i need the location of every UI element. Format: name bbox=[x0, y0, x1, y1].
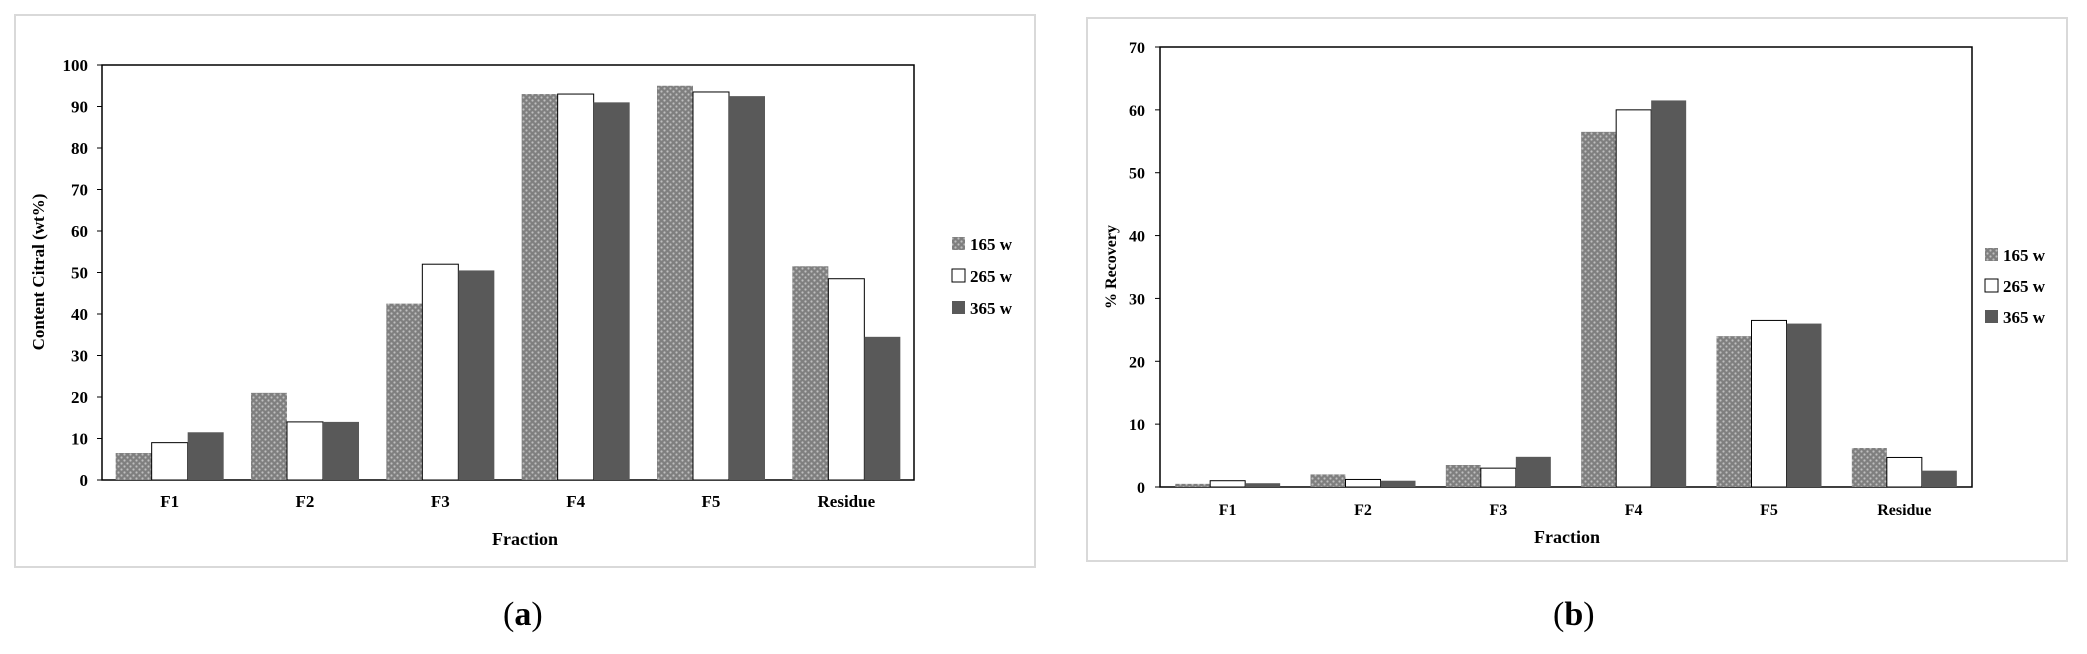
chart-b-legend: 165 w 265 w 365 w bbox=[1984, 246, 2046, 327]
legend-label: 165 w bbox=[2003, 246, 2046, 265]
legend-swatch bbox=[1984, 278, 1999, 293]
bar-f2-265w bbox=[286, 421, 324, 481]
x-tick-label: F4 bbox=[566, 492, 585, 511]
bar-f2-365w bbox=[1380, 480, 1416, 487]
bar-f4-265w bbox=[557, 93, 595, 481]
panel-label-b: (b) bbox=[1553, 596, 1595, 633]
y-tick-label: 30 bbox=[1129, 291, 1145, 308]
bar-residue-165w bbox=[792, 266, 829, 480]
bar-f5-265w bbox=[692, 91, 730, 481]
chart-b-plot-area bbox=[1159, 46, 1973, 488]
x-tick-label: F3 bbox=[1489, 502, 1507, 519]
chart-b-x-axis-label: Fraction bbox=[1534, 527, 1600, 547]
chart-a: 0 10 20 30 40 50 60 70 80 90 100 F1 F2 F3 F4 F5 Residue… bbox=[14, 14, 1036, 568]
bar-f1-165w bbox=[115, 453, 152, 480]
bar-f2-365w bbox=[323, 421, 359, 480]
y-tick-label: 70 bbox=[1129, 40, 1145, 57]
bar-residue-265w bbox=[827, 278, 865, 481]
y-tick-label: 90 bbox=[71, 98, 88, 117]
bar-f3-165w bbox=[1445, 465, 1481, 487]
bar-f5-265w bbox=[1751, 319, 1787, 488]
chart-a-x-axis-label: Fraction bbox=[492, 529, 558, 549]
x-tick-label: F1 bbox=[1219, 502, 1237, 519]
legend-label: 265 w bbox=[2003, 277, 2046, 296]
legend-label: 265 w bbox=[970, 267, 1013, 286]
bar-f3-265w bbox=[421, 263, 459, 481]
bar-residue-165w bbox=[1851, 448, 1887, 487]
x-tick-label: F5 bbox=[1760, 502, 1778, 519]
x-tick-label: Residue bbox=[818, 492, 876, 511]
bar-residue-365w bbox=[864, 336, 901, 480]
bar-f4-365w bbox=[593, 102, 630, 480]
bar-f4-165w bbox=[521, 94, 558, 481]
y-tick-label: 0 bbox=[1137, 480, 1145, 497]
y-tick-label: 20 bbox=[71, 388, 88, 407]
chart-a-bars bbox=[115, 85, 901, 481]
legend-swatch bbox=[1985, 248, 1998, 261]
bar-f5-365w bbox=[1786, 323, 1822, 487]
bar-f5-365w bbox=[729, 96, 765, 480]
y-tick-label: 30 bbox=[71, 347, 88, 366]
y-tick-label: 100 bbox=[63, 56, 89, 75]
x-tick-label: F5 bbox=[702, 492, 721, 511]
y-tick-label: 20 bbox=[1129, 354, 1145, 371]
x-tick-label: F1 bbox=[160, 492, 179, 511]
y-tick-label: 40 bbox=[1129, 229, 1145, 246]
y-tick-label: 0 bbox=[80, 471, 89, 490]
y-tick-label: 80 bbox=[71, 139, 88, 158]
bar-f2-165w bbox=[1310, 474, 1346, 487]
x-tick-label: F3 bbox=[431, 492, 450, 511]
chart-b-x-ticks: F1 F2 F3 F4 F5 Residue bbox=[1219, 502, 1932, 519]
chart-a-x-ticks: F1 F2 F3 F4 F5 Residue bbox=[160, 492, 875, 511]
bar-f5-165w bbox=[657, 85, 693, 480]
x-tick-label: F2 bbox=[296, 492, 315, 511]
bar-f3-365w bbox=[458, 270, 495, 480]
chart-a-y-ticks: 0 10 20 30 40 50 60 70 80 90 100 bbox=[63, 56, 102, 490]
chart-b-y-ticks: 0 10 20 30 40 50 60 70 bbox=[1129, 40, 1160, 497]
x-tick-label: Residue bbox=[1877, 502, 1931, 519]
bar-f2-165w bbox=[251, 392, 287, 480]
y-tick-label: 70 bbox=[71, 181, 88, 200]
legend-swatch bbox=[951, 268, 966, 283]
bar-f4-265w bbox=[1615, 109, 1652, 488]
y-tick-label: 60 bbox=[71, 222, 88, 241]
bar-f4-165w bbox=[1581, 131, 1617, 487]
legend-label: 365 w bbox=[2003, 308, 2046, 327]
x-tick-label: F2 bbox=[1354, 502, 1372, 519]
bar-f1-265w bbox=[1209, 480, 1246, 488]
chart-b-y-axis-label: % Recovery bbox=[1103, 225, 1120, 309]
panel-label-a: (a) bbox=[503, 596, 543, 633]
bar-f1-365w bbox=[1245, 483, 1281, 487]
bar-f2-265w bbox=[1345, 478, 1381, 488]
legend-swatch bbox=[1985, 310, 1998, 323]
bar-f3-165w bbox=[386, 303, 423, 480]
y-tick-label: 10 bbox=[71, 430, 88, 449]
legend-swatch bbox=[952, 237, 965, 250]
bar-f1-365w bbox=[187, 432, 224, 480]
bar-f1-165w bbox=[1175, 483, 1211, 487]
bar-f1-265w bbox=[151, 442, 189, 481]
legend-label: 365 w bbox=[970, 299, 1013, 318]
bar-f3-365w bbox=[1515, 456, 1551, 487]
bar-residue-365w bbox=[1921, 470, 1957, 487]
chart-a-legend: 165 w 265 w 365 w bbox=[951, 235, 1013, 318]
bar-f4-365w bbox=[1651, 100, 1687, 487]
bar-f3-265w bbox=[1480, 467, 1517, 488]
y-tick-label: 50 bbox=[71, 264, 88, 283]
y-tick-label: 50 bbox=[1129, 166, 1145, 183]
chart-b: 0 10 20 30 40 50 60 70 F1 F2 F3 F4 F5 Residue % Reco… bbox=[1086, 17, 2068, 562]
legend-label: 165 w bbox=[970, 235, 1013, 254]
chart-a-y-axis-label: Content Citral (wt%) bbox=[29, 194, 48, 351]
chart-b-bars bbox=[1175, 100, 1957, 488]
legend-swatch bbox=[952, 301, 965, 314]
y-tick-label: 10 bbox=[1129, 417, 1145, 434]
bar-residue-265w bbox=[1886, 456, 1923, 488]
x-tick-label: F4 bbox=[1625, 502, 1643, 519]
chart-a-plot-area bbox=[101, 64, 915, 481]
y-tick-label: 40 bbox=[71, 305, 88, 324]
y-tick-label: 60 bbox=[1129, 103, 1145, 120]
bar-f5-165w bbox=[1716, 336, 1752, 487]
